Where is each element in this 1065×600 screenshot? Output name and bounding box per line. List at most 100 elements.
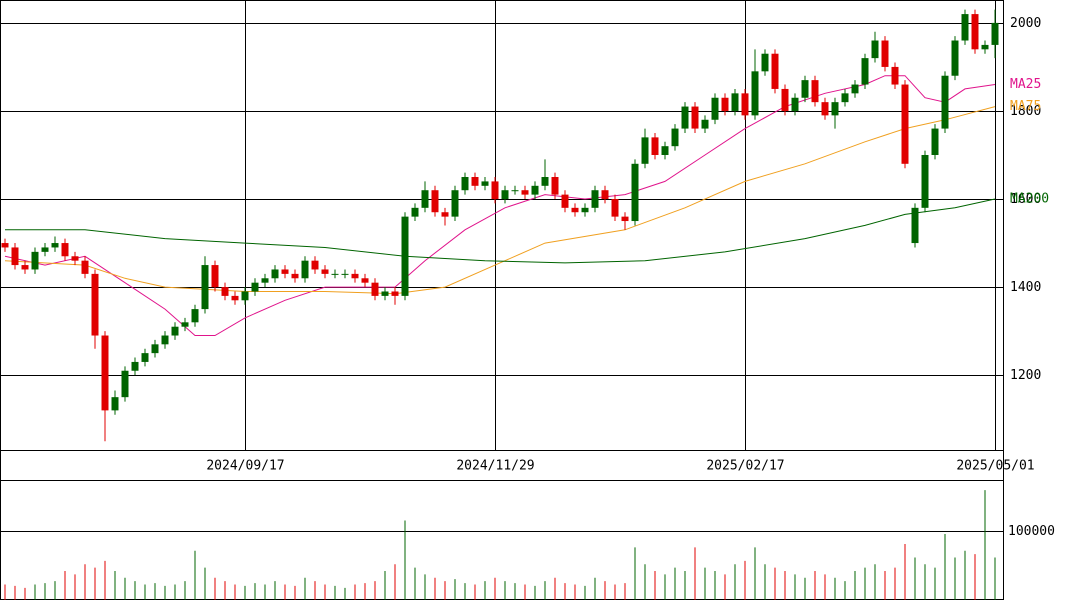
candle-body <box>191 309 199 323</box>
y-tick-label: 1800 <box>1010 104 1041 119</box>
candle-body <box>381 291 389 296</box>
candle-body <box>651 137 659 155</box>
candle-body <box>731 93 739 111</box>
candle-body <box>951 40 959 76</box>
candle-body <box>771 53 779 89</box>
candle-body <box>481 181 489 186</box>
candle-body <box>961 14 969 41</box>
candle-body <box>391 291 399 296</box>
candle-body <box>231 295 239 301</box>
candle-body <box>521 190 529 195</box>
x-tick-label: 2025/05/01 <box>956 459 1034 474</box>
candle-body <box>721 97 729 111</box>
candle-body <box>431 190 439 213</box>
candle-body <box>861 58 869 85</box>
candle-body <box>71 256 79 261</box>
candle-body <box>851 84 859 94</box>
candle-body <box>281 269 289 274</box>
candle-body <box>361 278 369 283</box>
candle-body <box>271 269 279 279</box>
candle-body <box>401 216 409 296</box>
candle-body <box>41 247 49 252</box>
candle-body <box>701 119 709 129</box>
candle-body <box>991 22 999 45</box>
candle-body <box>611 199 619 217</box>
candle-body <box>541 177 549 186</box>
candle-body <box>131 361 139 371</box>
candle-body <box>881 40 889 67</box>
candle-body <box>621 216 629 222</box>
candle-body <box>241 291 249 301</box>
candle-body <box>511 190 519 192</box>
candle-body <box>451 190 459 217</box>
candle-body <box>471 177 479 186</box>
candle-body <box>111 397 119 411</box>
y-tick-label: 1600 <box>1010 192 1041 207</box>
x-tick-label: 2024/11/29 <box>456 459 534 474</box>
candle-body <box>791 97 799 111</box>
candle-body <box>251 282 259 292</box>
candle-body <box>741 93 749 116</box>
candle-body <box>181 322 189 327</box>
candle-body <box>331 273 339 275</box>
candle-body <box>121 370 129 398</box>
candle-body <box>571 207 579 213</box>
candle-body <box>171 326 179 336</box>
candle-body <box>911 207 919 244</box>
candle-body <box>671 128 679 147</box>
candle-body <box>201 265 209 310</box>
y-tick-label: 1400 <box>1010 280 1041 295</box>
moving-average-line <box>5 198 996 264</box>
candle-body <box>81 260 89 274</box>
candle-body <box>801 80 809 98</box>
candle-body <box>921 154 929 208</box>
candle-body <box>351 273 359 279</box>
legend-label: MA75 <box>1010 99 1041 114</box>
candle-body <box>441 212 449 217</box>
candle-body <box>221 287 229 296</box>
candle-body <box>871 40 879 59</box>
candle-body <box>151 344 159 354</box>
candle-body <box>311 260 319 270</box>
candle-body <box>61 243 69 257</box>
moving-average-line <box>4 75 996 336</box>
candle-body <box>341 273 349 275</box>
candle-body <box>941 75 949 129</box>
candle-body <box>811 80 819 103</box>
candle-body <box>831 102 839 116</box>
y-tick-label: 1200 <box>1010 368 1041 383</box>
candle-body <box>901 84 909 164</box>
candle-body <box>291 273 299 279</box>
candle-body <box>761 53 769 72</box>
candle-body <box>591 190 599 208</box>
candle-body <box>841 93 849 103</box>
candle-body <box>661 146 669 155</box>
legend-label: MA200 <box>1010 192 1049 207</box>
moving-average-line <box>4 106 996 295</box>
candle-body <box>31 251 39 270</box>
x-tick-label: 2025/02/17 <box>706 459 784 474</box>
candle-body <box>261 278 269 283</box>
candle-body <box>981 44 989 50</box>
candle-body <box>421 190 429 208</box>
candle-body <box>1 243 9 248</box>
candle-body <box>751 71 759 116</box>
candle-body <box>711 97 719 120</box>
candle-body <box>91 273 99 336</box>
candle-body <box>141 353 149 362</box>
candle-body <box>21 265 29 270</box>
candle-body <box>501 190 509 200</box>
candle-body <box>691 106 699 129</box>
candle-body <box>491 181 499 200</box>
candle-body <box>411 207 419 217</box>
candle-body <box>821 102 829 116</box>
candle-body <box>211 265 219 288</box>
candle-body <box>531 185 539 195</box>
candle-body <box>321 269 329 274</box>
legend-label: MA25 <box>1010 77 1041 92</box>
candle-body <box>931 128 939 155</box>
candle-body <box>371 282 379 296</box>
candle-body <box>11 247 19 266</box>
candle-body <box>631 163 639 222</box>
